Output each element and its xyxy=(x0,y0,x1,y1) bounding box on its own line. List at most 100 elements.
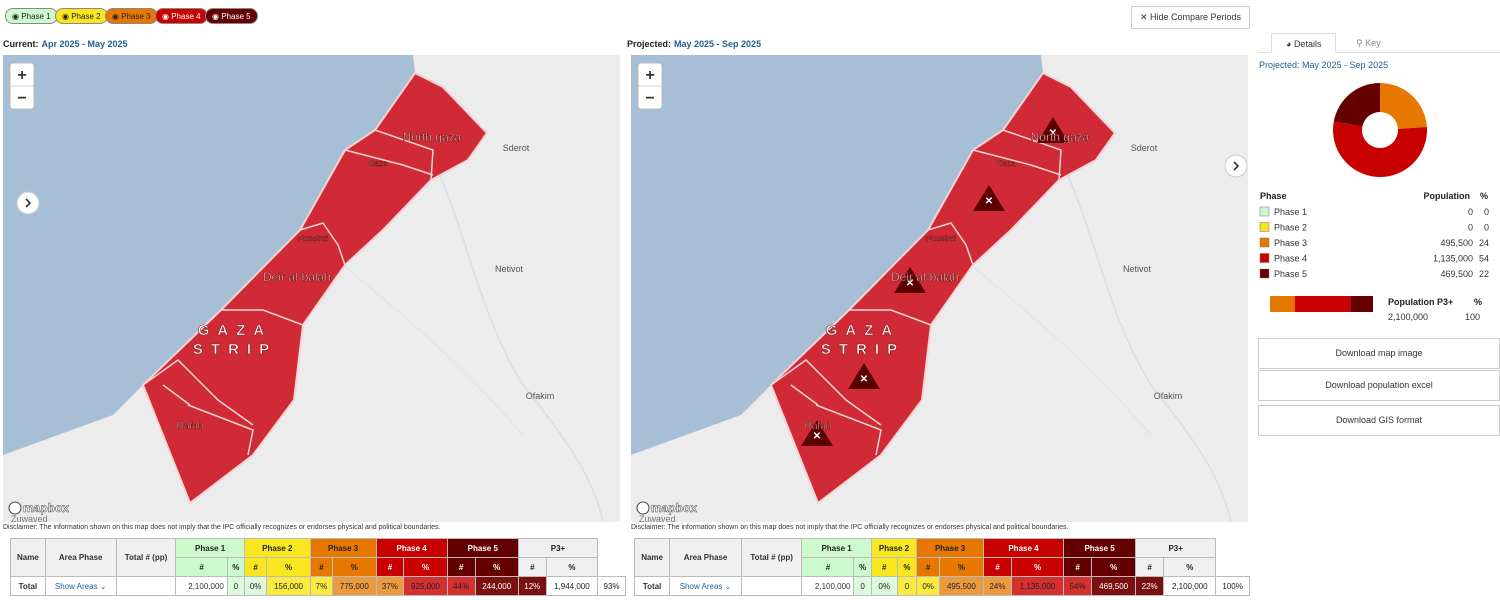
period: Apr 2025 - May 2025 xyxy=(41,39,128,49)
area-border xyxy=(927,222,974,266)
hide-compare-button[interactable]: ✕ Hide Compare Periods xyxy=(1131,6,1250,29)
p3-bar-segment xyxy=(1270,296,1295,312)
phase-percent: 12% xyxy=(517,576,547,596)
details-panel: Phase Population % Phase 1 0 0 Phase 2 0 0 Phase … xyxy=(1259,83,1489,322)
famine-x: ✕ xyxy=(860,374,868,385)
place-label: Sderot xyxy=(503,143,530,153)
zoom-in[interactable]: + xyxy=(645,67,654,84)
phase-percent: 37% xyxy=(375,576,405,596)
summary-header: Population xyxy=(1424,191,1471,201)
total: 2,100,000 xyxy=(175,576,228,596)
phase-filter[interactable]: ◉ Phase 1 xyxy=(5,8,58,24)
filter-label: Phase 1 xyxy=(21,12,51,21)
p3-label: Population P3+ xyxy=(1388,297,1453,307)
subheader: % xyxy=(1163,557,1217,577)
phase-header: Phase 4 xyxy=(982,538,1065,558)
phase-filter[interactable]: ◉ Phase 3 xyxy=(105,8,158,24)
download-button[interactable]: Download population excel xyxy=(1258,370,1500,401)
phase-swatch xyxy=(1259,222,1270,232)
tab-label: Details xyxy=(1293,39,1322,49)
row-name: Total xyxy=(10,576,46,596)
phase-percent: 54 xyxy=(1479,254,1489,264)
subheader: # xyxy=(801,557,855,577)
phase-count: 925,000 xyxy=(403,576,448,596)
map-header: Projected: May 2025 - Sep 2025 xyxy=(627,39,761,49)
place-label: Zuwayed xyxy=(639,514,676,522)
gaza-region xyxy=(769,71,1117,505)
place-label: Netivot xyxy=(495,264,524,274)
place-label: Ofakim xyxy=(1154,391,1183,401)
phase-swatch xyxy=(1259,206,1270,217)
column-header: Total # (pp) xyxy=(115,538,177,577)
subheader: % xyxy=(266,557,311,577)
zoom-in[interactable]: + xyxy=(17,67,26,84)
area-border xyxy=(790,384,882,456)
tab-label: Key xyxy=(1365,38,1381,48)
famine-icon xyxy=(801,420,833,446)
sea xyxy=(631,55,1043,455)
phase-name: Phase 1 xyxy=(1274,207,1307,217)
download-button[interactable]: Download GIS format xyxy=(1258,405,1500,436)
place-label: North gaza xyxy=(403,130,462,144)
famine-icon xyxy=(1037,117,1069,143)
map-nav[interactable] xyxy=(16,191,40,215)
phase-name: Phase 5 xyxy=(1274,269,1307,279)
place-label: STRIP xyxy=(821,341,905,358)
phase-population: 0 xyxy=(1468,207,1473,217)
download-button[interactable]: Download map image xyxy=(1258,338,1500,369)
phase-percent: 7% xyxy=(309,576,334,596)
phase-percent: 24 xyxy=(1479,238,1489,248)
chevron xyxy=(25,198,32,208)
phase-filter[interactable]: ◉ Phase 5 xyxy=(205,8,258,24)
famine-icon xyxy=(973,185,1005,211)
place-label: Gaza xyxy=(996,159,1016,168)
phase-filter[interactable]: ◉ Phase 4 xyxy=(155,8,208,24)
subheader: # xyxy=(309,557,334,577)
zoom-out[interactable]: − xyxy=(645,90,654,107)
details-tab[interactable]: ◕ Details xyxy=(1271,33,1337,53)
header-row: Name Area Phase Total # (pp) Phase 1 Phase 2… xyxy=(10,538,626,577)
subheader: % xyxy=(474,557,519,577)
famine-x: ✕ xyxy=(813,431,821,442)
area-border xyxy=(374,129,434,181)
subheader: % xyxy=(896,557,918,577)
place-label: GAZA xyxy=(826,322,901,339)
show-areas-link[interactable]: Show Areas xyxy=(54,581,98,591)
column-header: Area Phase xyxy=(44,538,117,577)
attribution: mapbox xyxy=(23,501,69,515)
period-label: Projected: xyxy=(627,39,672,49)
key-tab[interactable]: ⚲ Key xyxy=(1356,38,1381,48)
phase-header: P3+ xyxy=(1135,538,1217,558)
place-label: Netivot xyxy=(1123,264,1152,274)
disclaimer: Disclaimer: The information shown on thi… xyxy=(631,524,1069,531)
phase-count: 775,000 xyxy=(332,576,377,596)
subheader: % xyxy=(853,557,872,577)
phase-percent: 0 xyxy=(1484,223,1489,233)
area-border xyxy=(221,309,304,326)
summary-header: Phase xyxy=(1260,191,1287,201)
subheader: # xyxy=(175,557,228,577)
phase-filter[interactable]: ◉ Phase 2 xyxy=(55,8,108,24)
p3-bar-segment xyxy=(1294,296,1351,312)
place-label: Rafah xyxy=(177,421,204,432)
map-nav[interactable] xyxy=(1224,154,1248,178)
phase-percent: 0% xyxy=(870,576,898,596)
place-label: Sderot xyxy=(1131,143,1158,153)
subheader-row: #% #% #% #% #% #% xyxy=(11,557,626,577)
phase-swatch xyxy=(1259,268,1270,279)
subheader: # xyxy=(916,557,940,577)
button-label: Hide Compare Periods xyxy=(1150,12,1242,22)
zoom-out[interactable]: − xyxy=(17,90,26,107)
map[interactable]: North gaza Gaza Nuseirat Deir al-balah GAZA S… xyxy=(3,55,620,522)
phase-population: 0 xyxy=(1468,223,1473,233)
phase-name: Phase 4 xyxy=(1274,254,1307,264)
subheader: # xyxy=(243,557,268,577)
road xyxy=(970,264,1152,436)
subheader: # xyxy=(982,557,1013,577)
header-row: Name Area Phase Total # (pp) Phase 1 Phase 2… xyxy=(633,538,1250,577)
place-label: Gaza xyxy=(368,159,388,168)
filter-label: Phase 2 xyxy=(71,12,101,21)
show-areas-link[interactable]: Show Areas xyxy=(679,581,723,591)
